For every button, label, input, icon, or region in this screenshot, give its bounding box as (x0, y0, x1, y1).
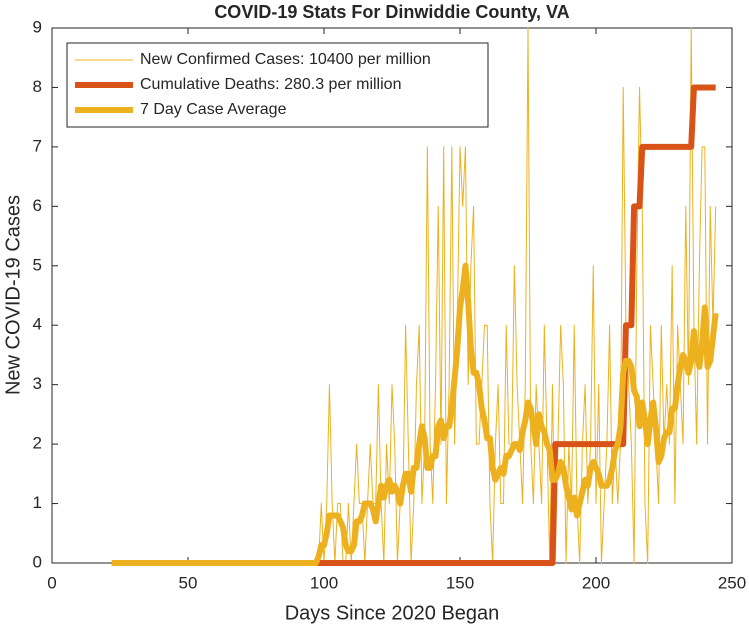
x-tick-label: 0 (47, 573, 56, 592)
legend-box (66, 42, 489, 128)
legend-label: Cumulative Deaths: 280.3 per million (140, 76, 401, 93)
x-tick-label: 250 (718, 573, 746, 592)
y-tick-label: 3 (33, 374, 42, 393)
x-tick-label: 150 (446, 573, 474, 592)
y-tick-label: 5 (33, 255, 42, 274)
y-tick-label: 7 (33, 136, 42, 155)
x-tick-label: 200 (582, 573, 610, 592)
y-tick-label: 9 (33, 17, 42, 36)
y-tick-label: 8 (33, 77, 42, 96)
chart-title: COVID-19 Stats For Dinwiddie County, VA (214, 2, 569, 22)
x-tick-label: 50 (179, 573, 198, 592)
y-tick-label: 4 (33, 315, 42, 334)
y-tick-label: 2 (33, 434, 42, 453)
y-tick-label: 6 (33, 196, 42, 215)
legend-label: New Confirmed Cases: 10400 per million (140, 51, 431, 68)
y-tick-label: 0 (33, 552, 42, 571)
x-tick-label: 100 (310, 573, 338, 592)
y-axis-label: New COVID-19 Cases (2, 195, 24, 395)
series-line (111, 262, 719, 566)
plot-area: 0 50 100 150 200 250 0 1 2 3 4 5 6 7 8 9 New Confirmed C… (33, 17, 747, 592)
legend-label: 7 Day Case Average (140, 101, 287, 118)
y-tick-label: 1 (33, 493, 42, 512)
x-axis-label: Days Since 2020 Began (285, 602, 500, 624)
